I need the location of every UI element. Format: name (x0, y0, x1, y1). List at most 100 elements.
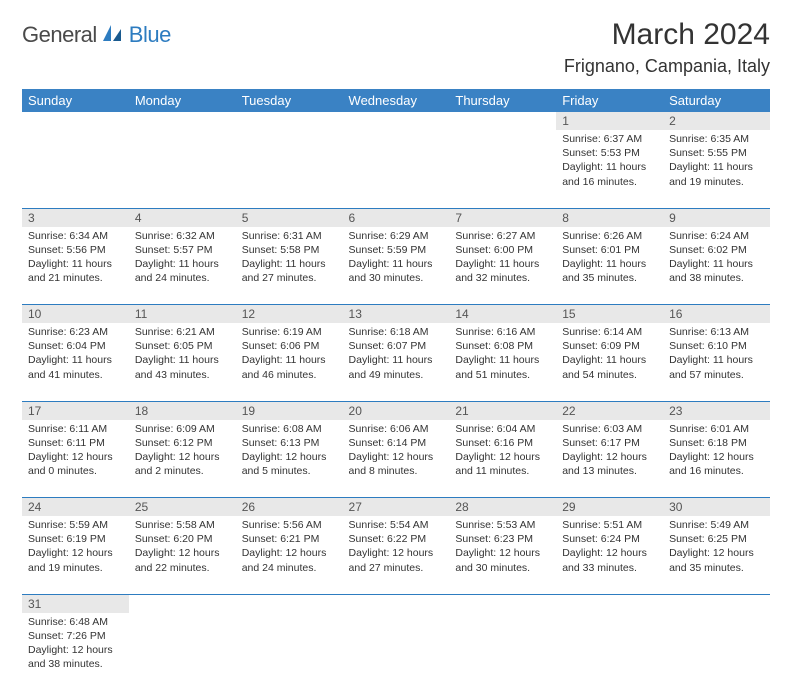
sunset-line: Sunset: 6:17 PM (562, 436, 657, 450)
sunrise-line: Sunrise: 6:19 AM (242, 325, 337, 339)
calendar-day-cell: Sunrise: 6:24 AMSunset: 6:02 PMDaylight:… (663, 227, 770, 305)
sunset-line: Sunset: 6:05 PM (135, 339, 230, 353)
calendar-header-row: SundayMondayTuesdayWednesdayThursdayFrid… (22, 89, 770, 112)
sunset-line: Sunset: 6:01 PM (562, 243, 657, 257)
sunset-line: Sunset: 6:25 PM (669, 532, 764, 546)
calendar-day-header: Tuesday (236, 89, 343, 112)
sunset-line: Sunset: 6:19 PM (28, 532, 123, 546)
calendar-day-cell: Sunrise: 5:51 AMSunset: 6:24 PMDaylight:… (556, 516, 663, 594)
sunset-line: Sunset: 6:20 PM (135, 532, 230, 546)
sunrise-line: Sunrise: 6:08 AM (242, 422, 337, 436)
calendar-day-number: 12 (236, 305, 343, 324)
calendar-day-cell: Sunrise: 6:06 AMSunset: 6:14 PMDaylight:… (343, 420, 450, 498)
calendar-table: SundayMondayTuesdayWednesdayThursdayFrid… (22, 89, 770, 691)
calendar-day-cell: Sunrise: 6:16 AMSunset: 6:08 PMDaylight:… (449, 323, 556, 401)
sunset-line: Sunset: 6:00 PM (455, 243, 550, 257)
calendar-day-cell: Sunrise: 6:29 AMSunset: 5:59 PMDaylight:… (343, 227, 450, 305)
daylight-line: Daylight: 12 hours and 38 minutes. (28, 643, 123, 671)
calendar-day-cell: Sunrise: 6:01 AMSunset: 6:18 PMDaylight:… (663, 420, 770, 498)
calendar-daynum-row: 3456789 (22, 208, 770, 227)
daylight-line: Daylight: 12 hours and 24 minutes. (242, 546, 337, 574)
calendar-day-number: 18 (129, 401, 236, 420)
daylight-line: Daylight: 12 hours and 30 minutes. (455, 546, 550, 574)
sunrise-line: Sunrise: 5:51 AM (562, 518, 657, 532)
daylight-line: Daylight: 11 hours and 24 minutes. (135, 257, 230, 285)
sunset-line: Sunset: 6:13 PM (242, 436, 337, 450)
sunset-line: Sunset: 6:02 PM (669, 243, 764, 257)
sunrise-line: Sunrise: 6:09 AM (135, 422, 230, 436)
calendar-day-cell: Sunrise: 5:58 AMSunset: 6:20 PMDaylight:… (129, 516, 236, 594)
calendar-day-cell: Sunrise: 6:18 AMSunset: 6:07 PMDaylight:… (343, 323, 450, 401)
daylight-line: Daylight: 11 hours and 41 minutes. (28, 353, 123, 381)
daylight-line: Daylight: 12 hours and 0 minutes. (28, 450, 123, 478)
sunset-line: Sunset: 6:16 PM (455, 436, 550, 450)
calendar-day-header: Wednesday (343, 89, 450, 112)
sunrise-line: Sunrise: 5:54 AM (349, 518, 444, 532)
sunrise-line: Sunrise: 5:49 AM (669, 518, 764, 532)
page-header: General Blue March 2024 Frignano, Campan… (22, 18, 770, 77)
calendar-day-header: Monday (129, 89, 236, 112)
daylight-line: Daylight: 12 hours and 16 minutes. (669, 450, 764, 478)
calendar-day-number: 10 (22, 305, 129, 324)
calendar-content-row: Sunrise: 6:48 AMSunset: 7:26 PMDaylight:… (22, 613, 770, 691)
calendar-day-number (22, 112, 129, 130)
calendar-day-number: 7 (449, 208, 556, 227)
sunset-line: Sunset: 6:22 PM (349, 532, 444, 546)
calendar-day-cell: Sunrise: 6:48 AMSunset: 7:26 PMDaylight:… (22, 613, 129, 691)
sunrise-line: Sunrise: 6:35 AM (669, 132, 764, 146)
calendar-day-cell (22, 130, 129, 208)
calendar-day-number: 31 (22, 594, 129, 613)
sunset-line: Sunset: 5:53 PM (562, 146, 657, 160)
calendar-day-cell (663, 613, 770, 691)
calendar-day-number: 29 (556, 498, 663, 517)
daylight-line: Daylight: 12 hours and 2 minutes. (135, 450, 230, 478)
calendar-day-number: 2 (663, 112, 770, 130)
sunset-line: Sunset: 5:58 PM (242, 243, 337, 257)
sunset-line: Sunset: 6:07 PM (349, 339, 444, 353)
daylight-line: Daylight: 11 hours and 30 minutes. (349, 257, 444, 285)
sunrise-line: Sunrise: 6:37 AM (562, 132, 657, 146)
sunrise-line: Sunrise: 6:29 AM (349, 229, 444, 243)
calendar-day-number: 22 (556, 401, 663, 420)
calendar-day-number (449, 112, 556, 130)
calendar-day-cell: Sunrise: 6:21 AMSunset: 6:05 PMDaylight:… (129, 323, 236, 401)
calendar-day-number (556, 594, 663, 613)
calendar-day-number: 17 (22, 401, 129, 420)
calendar-day-cell (343, 130, 450, 208)
sunrise-line: Sunrise: 5:58 AM (135, 518, 230, 532)
calendar-day-cell (236, 613, 343, 691)
sunset-line: Sunset: 6:21 PM (242, 532, 337, 546)
calendar-day-number: 9 (663, 208, 770, 227)
daylight-line: Daylight: 11 hours and 27 minutes. (242, 257, 337, 285)
calendar-day-number: 23 (663, 401, 770, 420)
sunset-line: Sunset: 6:08 PM (455, 339, 550, 353)
sunset-line: Sunset: 6:09 PM (562, 339, 657, 353)
sunset-line: Sunset: 6:23 PM (455, 532, 550, 546)
sunrise-line: Sunrise: 6:01 AM (669, 422, 764, 436)
sunrise-line: Sunrise: 6:16 AM (455, 325, 550, 339)
sunrise-line: Sunrise: 6:14 AM (562, 325, 657, 339)
calendar-day-number: 27 (343, 498, 450, 517)
calendar-day-cell: Sunrise: 6:19 AMSunset: 6:06 PMDaylight:… (236, 323, 343, 401)
sunset-line: Sunset: 5:59 PM (349, 243, 444, 257)
calendar-day-cell (556, 613, 663, 691)
calendar-content-row: Sunrise: 6:23 AMSunset: 6:04 PMDaylight:… (22, 323, 770, 401)
sunrise-line: Sunrise: 6:13 AM (669, 325, 764, 339)
daylight-line: Daylight: 11 hours and 49 minutes. (349, 353, 444, 381)
calendar-day-cell (129, 130, 236, 208)
sunrise-line: Sunrise: 6:26 AM (562, 229, 657, 243)
calendar-content-row: Sunrise: 6:37 AMSunset: 5:53 PMDaylight:… (22, 130, 770, 208)
calendar-day-number: 3 (22, 208, 129, 227)
calendar-day-cell: Sunrise: 6:37 AMSunset: 5:53 PMDaylight:… (556, 130, 663, 208)
daylight-line: Daylight: 11 hours and 21 minutes. (28, 257, 123, 285)
calendar-day-cell (236, 130, 343, 208)
sunset-line: Sunset: 5:55 PM (669, 146, 764, 160)
calendar-day-number: 20 (343, 401, 450, 420)
calendar-daynum-row: 17181920212223 (22, 401, 770, 420)
calendar-day-cell: Sunrise: 5:54 AMSunset: 6:22 PMDaylight:… (343, 516, 450, 594)
calendar-day-number: 21 (449, 401, 556, 420)
daylight-line: Daylight: 12 hours and 27 minutes. (349, 546, 444, 574)
sunset-line: Sunset: 6:10 PM (669, 339, 764, 353)
sunset-line: Sunset: 6:06 PM (242, 339, 337, 353)
calendar-daynum-row: 24252627282930 (22, 498, 770, 517)
